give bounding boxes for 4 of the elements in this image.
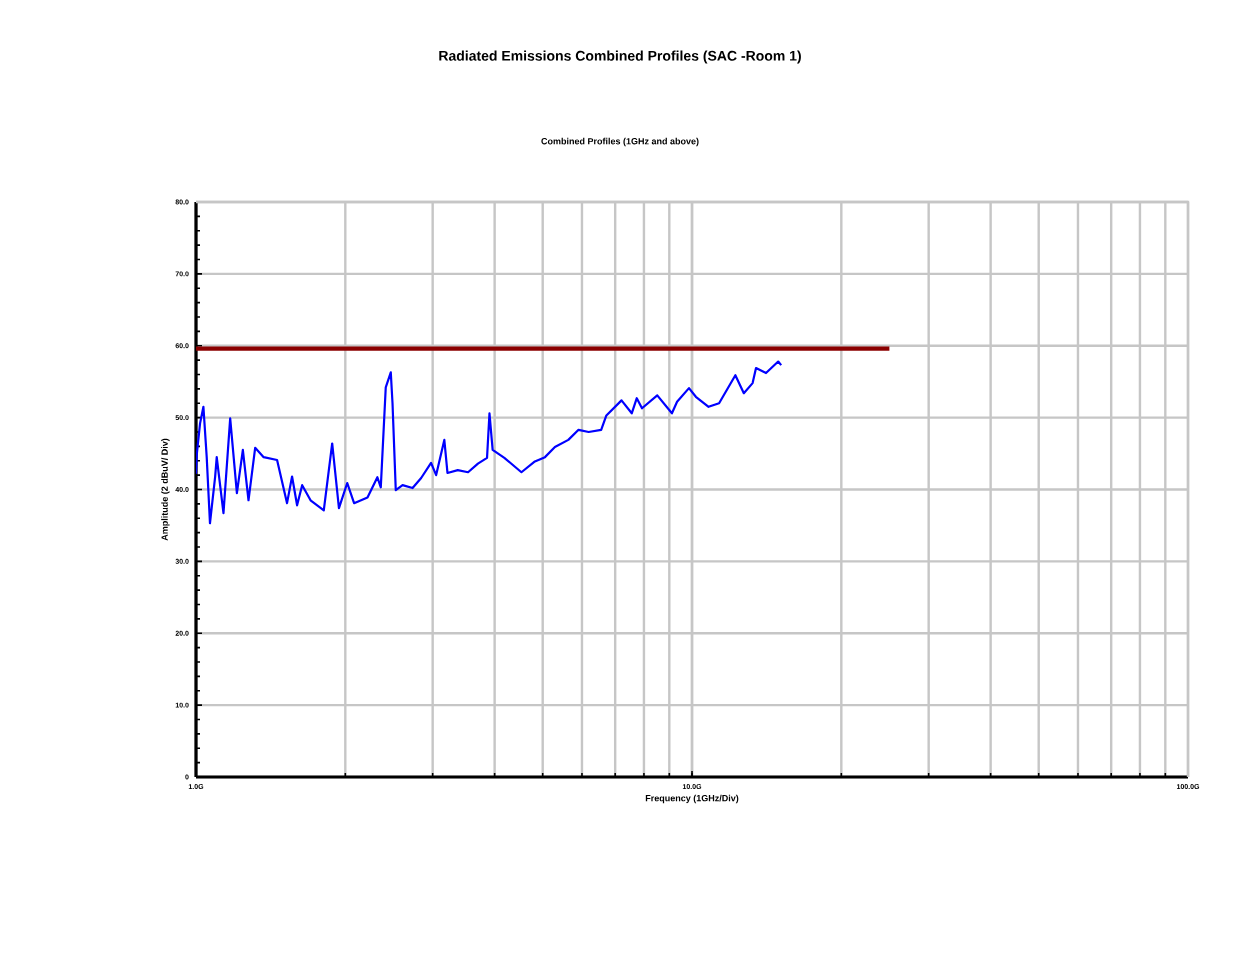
x-axis-title: Frequency (1GHz/Div) — [645, 794, 739, 804]
y-axis-title: Amplitude (2 dBuV/ Div) — [161, 438, 170, 541]
chart-title: Radiated Emissions Combined Profiles (SAC -Room 1) — [439, 50, 801, 64]
chart-subtitle: Combined Profiles (1GHz and above) — [541, 137, 699, 147]
